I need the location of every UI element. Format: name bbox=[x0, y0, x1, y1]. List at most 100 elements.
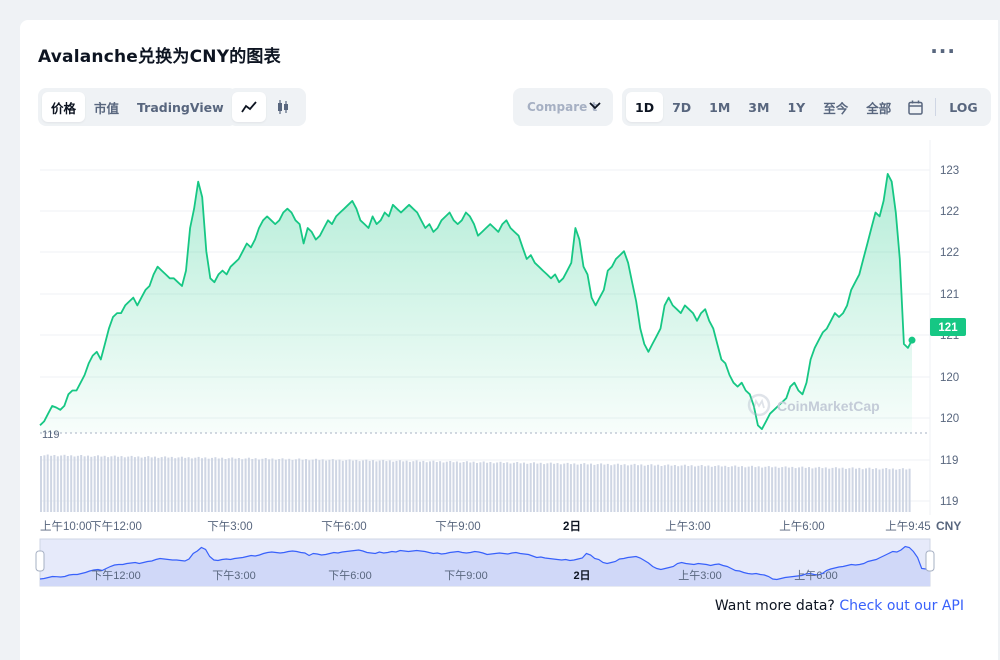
more-options-icon[interactable]: ··· bbox=[930, 39, 956, 63]
divider bbox=[935, 98, 937, 116]
volume-bar bbox=[264, 458, 267, 512]
volume-bar bbox=[254, 458, 257, 512]
volume-bar bbox=[247, 457, 250, 512]
volume-bar bbox=[133, 457, 136, 512]
range-7d[interactable]: 7D bbox=[672, 99, 692, 115]
volume-bar bbox=[113, 455, 116, 512]
api-link[interactable]: Check out our API bbox=[839, 598, 964, 614]
volume-bar bbox=[683, 464, 686, 512]
api-promo-text: Want more data? bbox=[714, 598, 840, 614]
tab-market-cap[interactable]: 市值 bbox=[94, 100, 120, 116]
volume-bar bbox=[673, 465, 676, 512]
volume-bar bbox=[549, 462, 552, 512]
volume-bar bbox=[700, 465, 703, 512]
volume-bar bbox=[865, 468, 867, 512]
volume-bar bbox=[714, 466, 717, 512]
volume-bar bbox=[777, 467, 780, 512]
range-1y[interactable]: 1Y bbox=[787, 99, 806, 115]
volume-bar bbox=[610, 465, 613, 512]
navigator-tick-label: 上午3:00 bbox=[678, 569, 721, 582]
log-scale-toggle[interactable]: LOG bbox=[949, 99, 978, 115]
volume-bar bbox=[110, 456, 113, 512]
volume-bar bbox=[432, 460, 435, 512]
volume-bar bbox=[123, 457, 126, 512]
range-ytd[interactable]: 至今 bbox=[823, 100, 849, 116]
volume-bar bbox=[351, 460, 354, 512]
volume-bar bbox=[580, 463, 582, 512]
volume-bar bbox=[311, 459, 314, 512]
volume-bar bbox=[445, 461, 448, 512]
volume-bar bbox=[633, 463, 636, 512]
volume-bar bbox=[808, 467, 810, 512]
baseline-label: 119 bbox=[42, 429, 60, 441]
volume-bar bbox=[398, 460, 401, 512]
volume-bar bbox=[482, 461, 485, 512]
range-3m[interactable]: 3M bbox=[748, 99, 770, 115]
volume-bar bbox=[724, 465, 727, 512]
volume-bar bbox=[190, 458, 193, 512]
volume-bar bbox=[372, 460, 374, 512]
volume-bar bbox=[536, 463, 539, 512]
volume-bar bbox=[187, 457, 190, 512]
volume-bar bbox=[368, 460, 371, 512]
range-1m[interactable]: 1M bbox=[709, 99, 731, 115]
current-price-label: 121 bbox=[938, 322, 958, 334]
navigator-handle[interactable] bbox=[925, 550, 935, 572]
volume-bar bbox=[764, 466, 767, 512]
chart-mode-tabs: 价格 市值 TradingView bbox=[38, 88, 237, 126]
calendar-icon[interactable] bbox=[900, 92, 931, 122]
x-tick-label: 2日 bbox=[563, 520, 581, 533]
volume-bar bbox=[841, 467, 844, 512]
volume-bar bbox=[596, 464, 599, 512]
range-1d[interactable]: 1D bbox=[626, 92, 664, 122]
volume-bar bbox=[261, 458, 264, 512]
volume-bar bbox=[667, 464, 670, 512]
volume-bar bbox=[885, 468, 888, 512]
volume-bar bbox=[194, 457, 197, 512]
navigator-line bbox=[39, 545, 931, 581]
volume-bar bbox=[737, 466, 740, 512]
line-chart-icon[interactable] bbox=[232, 92, 266, 122]
volume-bar bbox=[174, 458, 177, 512]
tab-price[interactable]: 价格 bbox=[42, 92, 86, 122]
volume-bar bbox=[331, 459, 334, 512]
tab-tradingview[interactable]: TradingView bbox=[137, 99, 224, 115]
volume-bar bbox=[422, 460, 425, 512]
volume-bar bbox=[452, 462, 455, 512]
volume-bar bbox=[157, 457, 160, 512]
volume-bar bbox=[573, 463, 576, 512]
navigator-handle[interactable] bbox=[35, 550, 45, 572]
compare-dropdown[interactable]: Compare t bbox=[513, 88, 613, 126]
volume-bar bbox=[586, 464, 589, 512]
volume-bar bbox=[727, 467, 730, 512]
volume-bar bbox=[754, 467, 757, 512]
price-line bbox=[39, 173, 913, 430]
volume-bar bbox=[747, 466, 750, 512]
volume-bar bbox=[704, 466, 707, 512]
volume-bar bbox=[868, 467, 871, 512]
volume-bar bbox=[516, 462, 519, 512]
volume-bar bbox=[204, 457, 207, 512]
volume-bar bbox=[539, 462, 542, 512]
volume-bar bbox=[43, 455, 46, 512]
volume-bar bbox=[734, 465, 737, 512]
volume-bar bbox=[291, 460, 294, 512]
volume-bar bbox=[298, 458, 301, 512]
candlestick-icon[interactable] bbox=[266, 92, 300, 122]
volume-bar bbox=[818, 466, 821, 512]
volume-bar bbox=[569, 464, 572, 512]
volume-bar bbox=[127, 456, 130, 512]
volume-bar bbox=[251, 459, 254, 512]
volume-bar bbox=[425, 462, 428, 512]
volume-bar bbox=[744, 467, 747, 512]
volume-bar bbox=[509, 463, 512, 512]
volume-bar bbox=[315, 458, 317, 512]
volume-bar bbox=[137, 456, 140, 512]
volume-bar bbox=[566, 462, 569, 512]
volume-bar bbox=[402, 461, 405, 512]
volume-bar bbox=[408, 461, 411, 512]
range-all[interactable]: 全部 bbox=[866, 100, 892, 116]
volume-bar bbox=[663, 465, 666, 512]
price-area bbox=[40, 173, 912, 433]
